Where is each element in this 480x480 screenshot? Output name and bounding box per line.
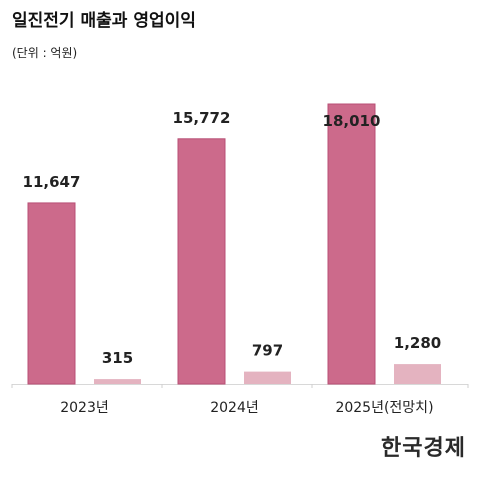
bar-profit-0 [94, 379, 141, 384]
data-label: 797 [252, 342, 283, 360]
data-label: 315 [102, 349, 133, 367]
chart-title: 일진전기 매출과 영업이익 [12, 11, 196, 31]
unit-label: (단위 : 억원) [12, 46, 78, 60]
bar-profit-2 [394, 364, 441, 384]
brand-logo: 한국경제 [381, 435, 466, 461]
bar-sales-2 [327, 103, 376, 385]
bar-profit-1 [244, 371, 291, 384]
bar-sales-1 [177, 138, 226, 385]
x-tick-label: 2025년(전망치) [335, 400, 433, 416]
x-tick-label: 2023년 [60, 400, 109, 416]
data-label: 15,772 [173, 109, 231, 127]
bar-sales-0 [27, 202, 76, 385]
data-label: 18,010 [323, 112, 381, 130]
data-label: 11,647 [23, 173, 81, 191]
data-label: 1,280 [394, 334, 441, 352]
x-tick-label: 2024년 [210, 400, 259, 416]
